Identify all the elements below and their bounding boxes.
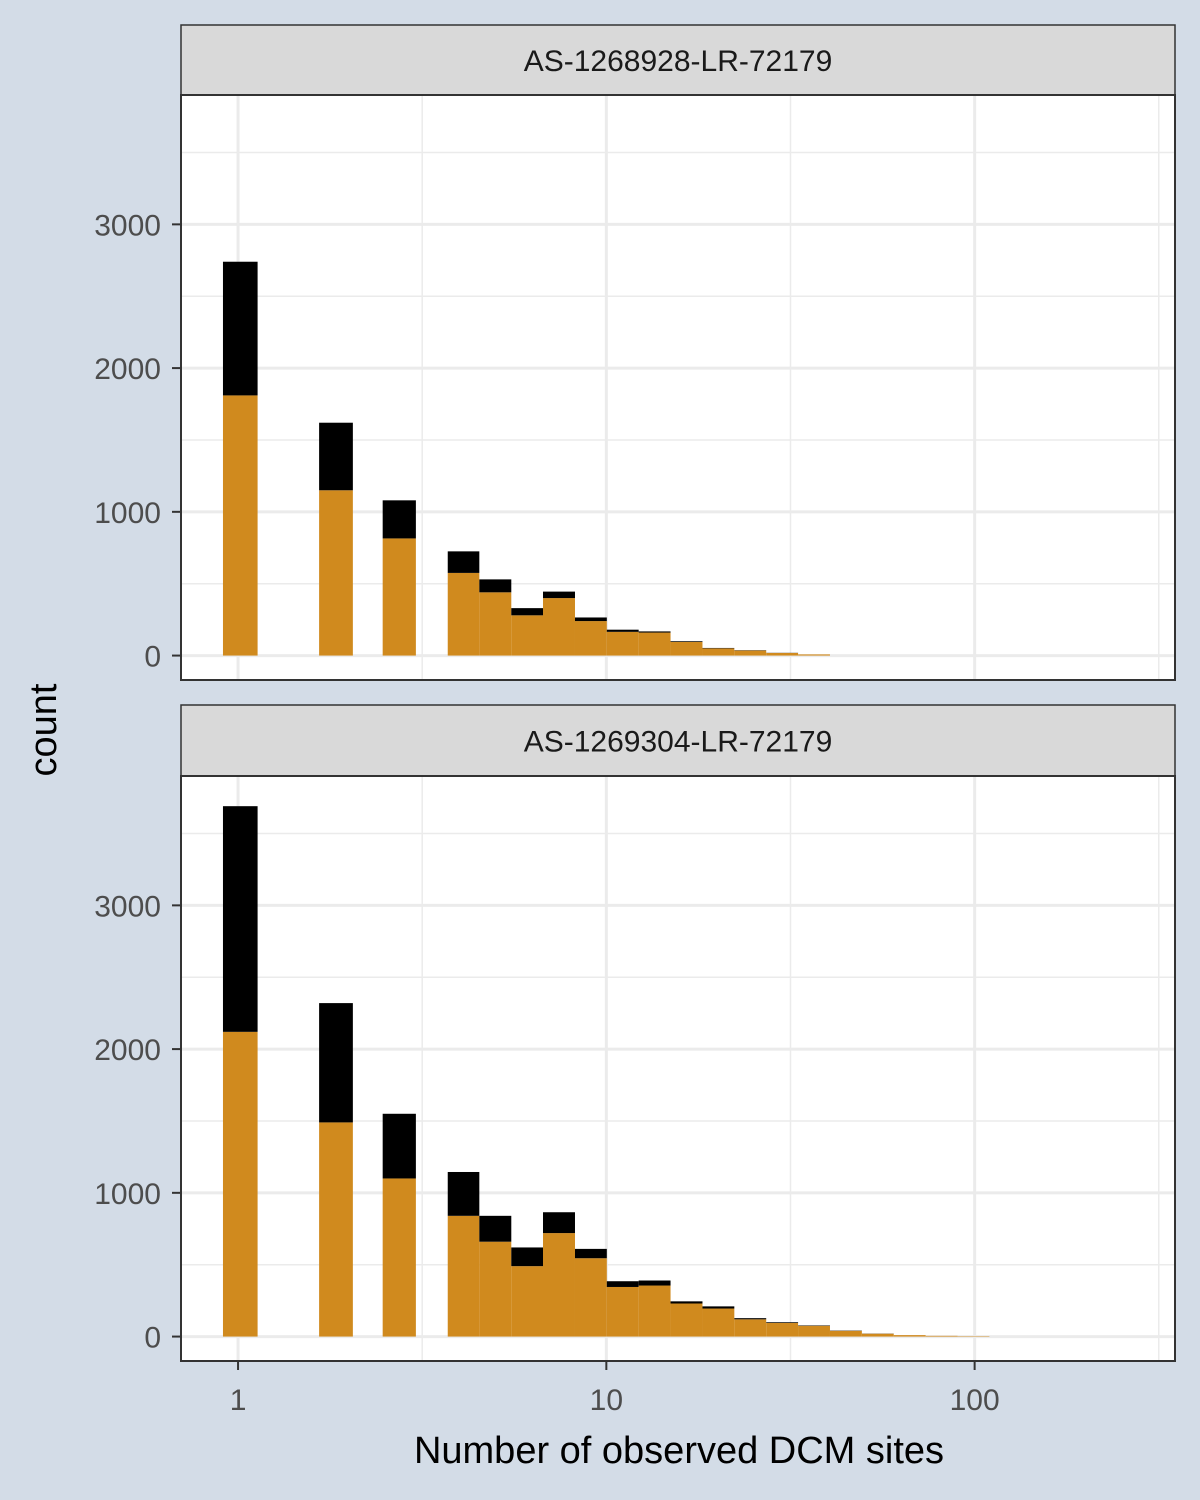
x-tick-label: 100: [950, 1384, 1000, 1417]
y-axis-title-text: count: [23, 683, 65, 776]
bar-top-segment: [222, 806, 258, 1032]
x-tick-label: 10: [590, 1384, 623, 1417]
bar-bottom-segment: [606, 1286, 639, 1337]
bar-bottom-segment: [734, 1319, 767, 1337]
bar-top-segment: [222, 261, 258, 396]
bar-bottom-segment: [670, 1303, 703, 1337]
bar-bottom-segment: [511, 615, 543, 656]
y-tick-label: 1000: [94, 497, 161, 530]
facet-strip-label: AS-1268928-LR-72179: [524, 45, 833, 78]
facet-strip-label: AS-1269304-LR-72179: [524, 726, 833, 759]
bar-top-segment: [574, 617, 607, 622]
bar-bottom-segment: [893, 1335, 926, 1337]
bar-top-segment: [511, 1247, 543, 1267]
bar-bottom-segment: [574, 621, 607, 656]
bar-bottom-segment: [606, 631, 639, 656]
y-axis-title: count: [23, 683, 65, 776]
bar-bottom-segment: [479, 1241, 512, 1337]
bar-top-segment: [479, 579, 512, 593]
bar-top-segment: [702, 1306, 735, 1309]
bar-bottom-segment: [447, 1215, 480, 1337]
bar-top-segment: [670, 641, 703, 642]
bar-top-segment: [542, 591, 575, 599]
bar-bottom-segment: [382, 538, 416, 656]
bar-bottom-segment: [670, 641, 703, 656]
bar-bottom-segment: [766, 652, 799, 656]
bar-bottom-segment: [542, 1233, 575, 1337]
bar-top-segment: [606, 629, 639, 632]
bar-top-segment: [447, 1171, 480, 1216]
bar-bottom-segment: [829, 1330, 862, 1337]
bar-bottom-segment: [222, 395, 258, 656]
facet-strip: [180, 24, 1176, 96]
bar-bottom-segment: [734, 650, 767, 656]
bar-top-segment: [638, 631, 671, 633]
x-tick-label: 1: [230, 1384, 247, 1417]
y-tick-label: 0: [144, 1322, 161, 1355]
y-tick-label: 2000: [94, 1034, 161, 1067]
bar-top-segment: [574, 1248, 607, 1259]
bar-top-segment: [382, 500, 416, 539]
bar-bottom-segment: [222, 1031, 258, 1337]
x-axis-title: Number of observed DCM sites: [414, 1430, 944, 1472]
facet-strip: [180, 704, 1176, 777]
facet-panels: AS-1268928-LR-721790100020003000AS-12693…: [94, 24, 1176, 1417]
y-tick-label: 2000: [94, 353, 161, 386]
bar-top-segment: [382, 1113, 416, 1179]
bar-bottom-segment: [382, 1178, 416, 1337]
y-tick-label: 0: [144, 641, 161, 674]
x-axis: 1 10 100: [230, 1361, 1000, 1417]
bar-top-segment: [511, 608, 543, 616]
panel-border: [180, 94, 1176, 681]
bar-bottom-segment: [574, 1258, 607, 1337]
bar-bottom-segment: [319, 1122, 353, 1337]
bar-top-segment: [319, 1003, 353, 1123]
y-tick-label: 3000: [94, 209, 161, 242]
bar-top-segment: [766, 1322, 799, 1323]
bar-top-segment: [734, 1318, 767, 1320]
bar-top-segment: [606, 1281, 639, 1287]
bar-top-segment: [479, 1215, 512, 1242]
bar-bottom-segment: [702, 648, 735, 656]
bar-bottom-segment: [925, 1335, 958, 1337]
bar-bottom-segment: [702, 1308, 735, 1337]
bar-bottom-segment: [798, 1325, 830, 1337]
bar-bottom-segment: [447, 572, 480, 656]
bar-bottom-segment: [766, 1322, 799, 1337]
facet-panel-1: AS-1268928-LR-72179 0 1000 2000 3000: [94, 24, 1176, 681]
bar-bottom-segment: [798, 654, 830, 656]
panel-border: [180, 775, 1176, 1362]
bar-top-segment: [447, 551, 480, 573]
facet-panel-2: AS-1269304-LR-72179 0 1000 2000 3000: [94, 704, 1176, 1362]
bar-top-segment: [542, 1212, 575, 1234]
bar-bottom-segment: [638, 632, 671, 656]
bar-bottom-segment: [319, 490, 353, 656]
bar-bottom-segment: [511, 1266, 543, 1337]
y-tick-label: 3000: [94, 890, 161, 923]
bar-bottom-segment: [638, 1285, 671, 1337]
y-tick-label: 1000: [94, 1178, 161, 1211]
bar-top-segment: [670, 1301, 703, 1304]
bar-bottom-segment: [479, 592, 512, 656]
bar-top-segment: [319, 422, 353, 491]
x-axis-title-text: Number of observed DCM sites: [414, 1430, 944, 1472]
bar-bottom-segment: [861, 1333, 894, 1337]
bar-top-segment: [638, 1280, 671, 1286]
bar-bottom-segment: [542, 598, 575, 656]
